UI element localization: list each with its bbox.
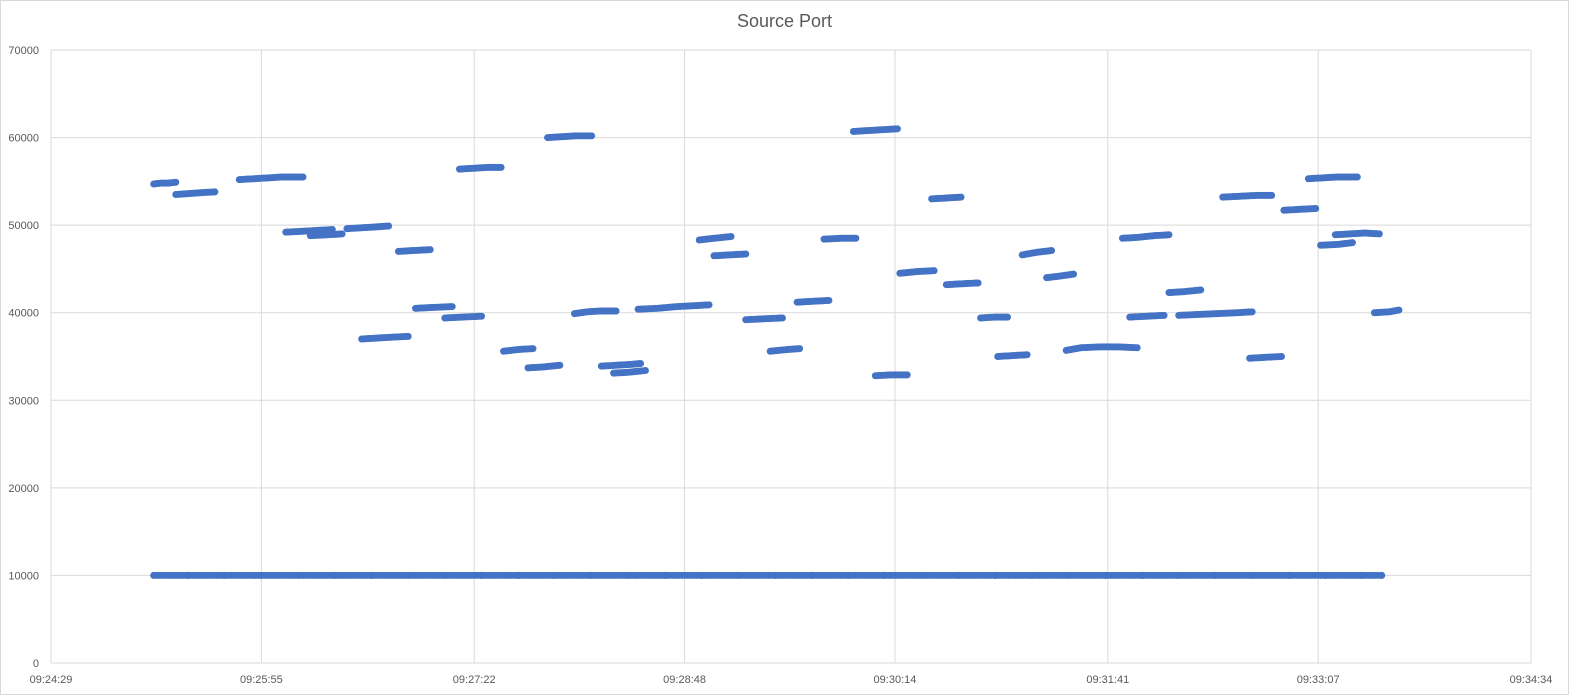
data-point <box>170 178 178 186</box>
data-point <box>725 233 733 241</box>
y-tick-label: 0 <box>33 658 39 670</box>
y-tick-label: 70000 <box>8 45 39 57</box>
data-points <box>150 125 1403 579</box>
data-point <box>527 345 535 353</box>
data-point <box>297 173 305 181</box>
data-point <box>336 230 344 238</box>
data-point <box>794 345 802 353</box>
x-tick-label: 09:34:34 <box>1510 674 1553 686</box>
data-point <box>495 163 503 171</box>
data-point <box>640 367 648 375</box>
data-point <box>901 371 909 379</box>
data-point <box>1377 571 1385 579</box>
axes: 0 10000 20000 30000 40000 50000 60000 70000 09:2… <box>8 45 1552 686</box>
data-point <box>1068 270 1076 278</box>
data-point <box>1266 191 1274 199</box>
y-tick-label: 50000 <box>8 220 39 232</box>
data-point <box>424 246 432 254</box>
data-point <box>776 314 784 322</box>
data-point <box>1276 353 1284 361</box>
data-point <box>740 250 748 258</box>
data-point <box>476 312 484 320</box>
data-point <box>446 303 454 311</box>
data-point <box>1373 230 1381 238</box>
data-point <box>402 332 410 340</box>
data-point <box>1246 308 1254 316</box>
data-point <box>1158 311 1166 319</box>
data-point <box>892 125 900 133</box>
x-tick-label: 09:31:41 <box>1086 674 1129 686</box>
data-point <box>1163 231 1171 239</box>
data-point <box>1195 286 1203 294</box>
x-tick-label: 09:25:55 <box>240 674 283 686</box>
data-point <box>209 188 217 196</box>
data-point <box>1131 344 1139 352</box>
data-point <box>1002 313 1010 321</box>
data-point <box>586 132 594 140</box>
y-tick-label: 20000 <box>8 483 39 495</box>
chart-title: Source Port <box>736 11 833 31</box>
y-tick-label: 40000 <box>8 308 39 320</box>
data-point <box>1347 239 1355 247</box>
data-point <box>703 301 711 309</box>
data-point <box>850 234 858 242</box>
data-point <box>554 361 562 369</box>
x-tick-label: 09:30:14 <box>874 674 917 686</box>
data-point <box>928 267 936 275</box>
gridlines <box>50 49 1532 664</box>
data-point <box>1310 205 1318 213</box>
x-tick-label: 09:28:48 <box>663 674 706 686</box>
x-tick-label: 09:33:07 <box>1297 674 1340 686</box>
data-point <box>972 279 980 287</box>
data-point <box>610 307 618 315</box>
x-tick-label: 09:27:22 <box>453 674 496 686</box>
y-tick-label: 10000 <box>8 570 39 582</box>
data-point <box>1021 351 1029 359</box>
data-point <box>635 360 643 368</box>
data-point <box>1046 247 1054 255</box>
data-point <box>383 222 391 230</box>
y-tick-label: 30000 <box>8 395 39 407</box>
data-point <box>823 297 831 305</box>
x-tick-label: 09:24:29 <box>30 674 73 686</box>
data-point <box>955 193 963 201</box>
data-point <box>1351 173 1359 181</box>
data-point <box>1393 306 1401 314</box>
y-tick-label: 60000 <box>8 133 39 145</box>
